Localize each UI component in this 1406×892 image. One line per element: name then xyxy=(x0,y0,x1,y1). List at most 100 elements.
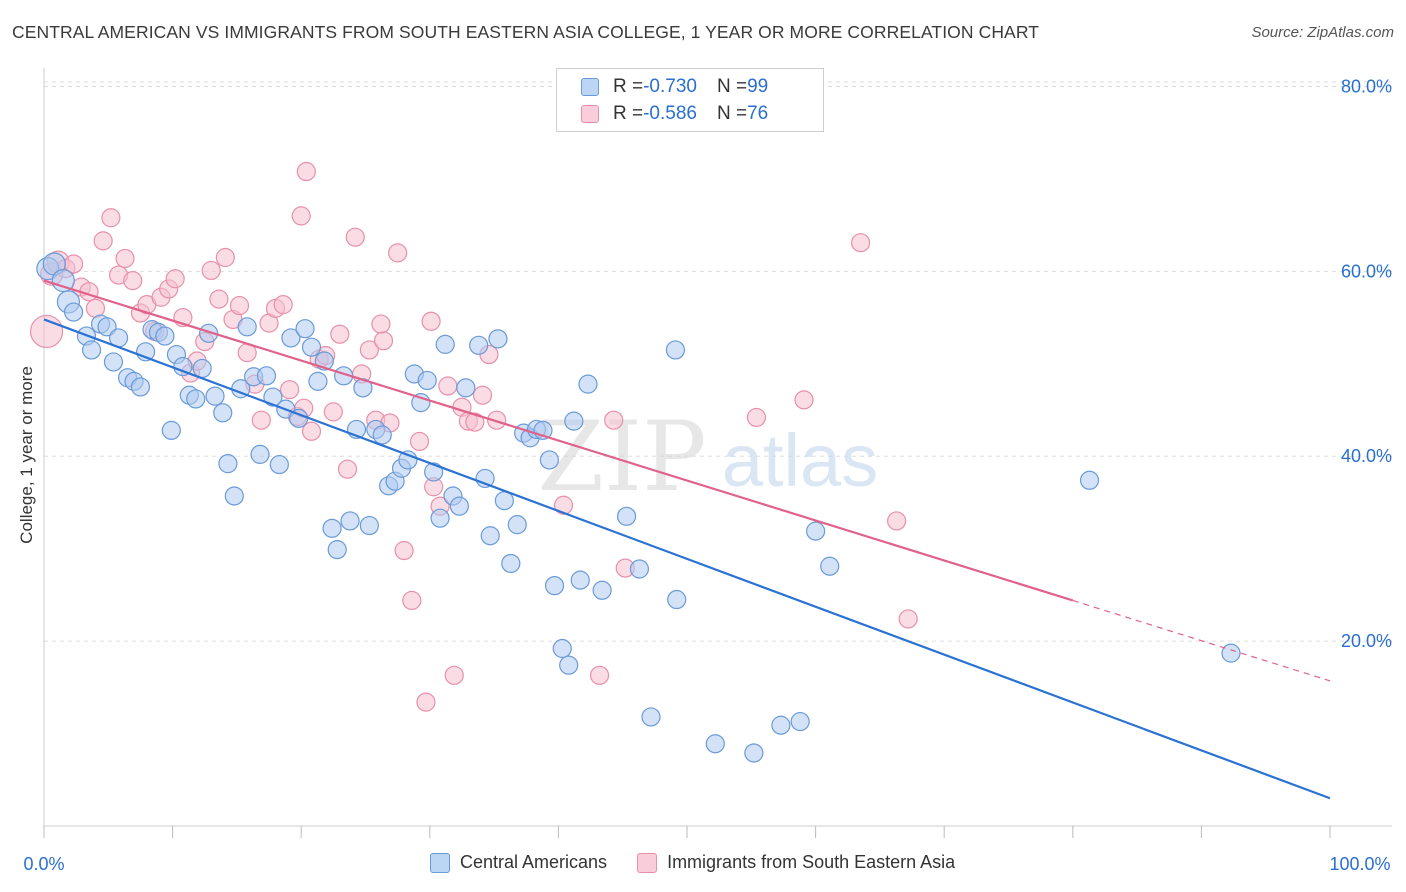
data-point-central-americans xyxy=(155,326,175,346)
data-point-immigrants-sea xyxy=(388,243,408,263)
trend-line-central-americans xyxy=(43,318,1331,800)
data-point-central-americans xyxy=(81,340,102,360)
correlation-legend: R = -0.730 N = 99 R = -0.586 N = 76 xyxy=(556,68,824,132)
data-point-central-americans xyxy=(269,454,289,475)
data-point-central-americans xyxy=(199,323,219,343)
data-point-immigrants-sea xyxy=(215,247,235,268)
data-point-central-americans xyxy=(327,540,347,560)
data-point-central-americans xyxy=(552,638,572,659)
legend-label: Immigrants from South Eastern Asia xyxy=(667,852,956,872)
data-point-central-americans xyxy=(449,496,469,516)
legend-r-value: -0.586 xyxy=(643,103,697,124)
legend-n-value: 99 xyxy=(747,76,769,97)
data-point-central-americans xyxy=(790,711,810,732)
y-tick-label: 20.0% xyxy=(1341,631,1392,651)
data-point-immigrants-sea xyxy=(409,431,430,452)
chart-title: CENTRAL AMERICAN VS IMMIGRANTS FROM SOUT… xyxy=(12,22,1040,42)
data-point-central-americans xyxy=(224,486,244,506)
data-point-central-americans xyxy=(359,515,379,536)
data-point-immigrants-sea xyxy=(438,376,458,396)
data-point-immigrants-sea xyxy=(337,459,358,479)
data-point-central-americans xyxy=(507,515,527,535)
data-point-central-americans xyxy=(417,370,437,391)
data-point-central-americans xyxy=(539,450,559,470)
data-point-immigrants-sea xyxy=(394,540,414,561)
data-point-central-americans xyxy=(103,352,124,372)
axes xyxy=(43,68,1392,838)
legend-item-central-americans: Central Americans xyxy=(430,852,607,873)
series-central-americans xyxy=(36,252,1241,763)
data-point-central-americans xyxy=(771,715,791,735)
data-point-central-americans xyxy=(641,707,661,727)
data-point-central-americans xyxy=(501,553,521,574)
data-point-central-americans xyxy=(97,317,117,337)
data-point-central-americans xyxy=(667,589,687,610)
legend-swatch-pink xyxy=(581,105,599,123)
data-point-central-americans xyxy=(301,337,322,357)
data-point-central-americans xyxy=(161,420,181,440)
data-point-central-americans xyxy=(430,508,450,528)
data-point-central-americans xyxy=(544,576,565,596)
data-point-immigrants-sea xyxy=(296,161,316,182)
data-point-immigrants-sea xyxy=(359,340,379,360)
data-point-immigrants-sea xyxy=(273,295,293,315)
legend-r-label: R = xyxy=(613,76,644,97)
data-point-immigrants-sea xyxy=(93,231,113,251)
data-point-central-americans xyxy=(398,450,418,470)
data-point-immigrants-sea xyxy=(373,331,394,351)
data-point-central-americans xyxy=(570,570,590,590)
trend-line-immigrants-sea-extension xyxy=(1072,599,1331,682)
legend-swatch-blue xyxy=(430,852,450,873)
data-point-central-americans xyxy=(322,518,342,538)
data-point-immigrants-sea xyxy=(251,410,271,430)
data-point-central-americans xyxy=(744,743,764,763)
data-point-central-americans xyxy=(63,302,84,322)
data-point-central-americans xyxy=(469,335,489,355)
x-tick-label: 0.0% xyxy=(23,854,64,874)
data-point-central-americans xyxy=(308,371,328,391)
data-point-immigrants-sea xyxy=(345,227,365,247)
data-point-immigrants-sea xyxy=(123,271,143,291)
data-point-immigrants-sea xyxy=(553,495,574,515)
data-point-central-americans xyxy=(616,506,637,526)
data-point-immigrants-sea xyxy=(115,248,135,269)
data-point-central-americans xyxy=(1079,470,1100,490)
legend-n-value: 76 xyxy=(747,103,769,124)
tick-labels: 20.0% 40.0% 60.0% 80.0% 0.0% 100.0% xyxy=(23,76,1392,874)
data-point-immigrants-sea xyxy=(301,421,322,441)
y-tick-label: 60.0% xyxy=(1341,261,1392,281)
legend-swatch-blue xyxy=(581,78,599,96)
data-point-central-americans xyxy=(629,559,650,579)
source-credit: Source: ZipAtlas.com xyxy=(1251,24,1394,41)
data-point-immigrants-sea xyxy=(323,402,343,422)
data-point-central-americans xyxy=(424,462,444,482)
legend-r-value: -0.730 xyxy=(643,76,697,97)
data-point-central-americans xyxy=(480,526,500,546)
data-point-immigrants-sea xyxy=(589,665,610,685)
data-point-central-americans xyxy=(237,317,257,337)
data-point-immigrants-sea xyxy=(101,208,121,228)
data-point-immigrants-sea xyxy=(851,233,871,253)
data-point-immigrants-sea xyxy=(887,511,907,531)
data-point-central-americans xyxy=(192,358,212,379)
data-point-central-americans xyxy=(559,655,579,675)
trend-lines xyxy=(43,279,1331,800)
data-point-central-americans xyxy=(213,403,233,423)
data-point-immigrants-sea xyxy=(371,314,391,334)
data-point-central-americans xyxy=(263,387,283,407)
data-point-central-americans xyxy=(820,556,840,576)
data-point-central-americans xyxy=(564,411,584,431)
data-point-immigrants-sea xyxy=(402,590,422,611)
data-point-central-americans xyxy=(592,580,612,600)
data-point-immigrants-sea xyxy=(898,609,918,629)
data-point-immigrants-sea xyxy=(794,390,814,410)
data-point-immigrants-sea xyxy=(746,407,767,428)
legend-r-label: R = xyxy=(613,103,644,124)
data-point-central-americans xyxy=(1221,643,1241,663)
data-point-central-americans xyxy=(205,386,225,406)
watermark-atlas: atlas xyxy=(722,419,878,502)
data-point-central-americans xyxy=(340,511,360,531)
watermark: ZIP atlas xyxy=(537,401,878,513)
data-point-immigrants-sea xyxy=(604,410,624,430)
